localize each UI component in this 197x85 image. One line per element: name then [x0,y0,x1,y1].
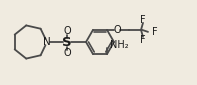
Text: O: O [63,26,71,36]
Text: F: F [140,35,146,45]
Text: N: N [43,37,51,47]
Text: O: O [113,25,121,35]
Text: O: O [63,48,71,58]
Text: F: F [152,27,158,37]
Text: F: F [140,15,146,25]
Text: S: S [62,36,72,49]
Text: NH₂: NH₂ [110,40,129,50]
